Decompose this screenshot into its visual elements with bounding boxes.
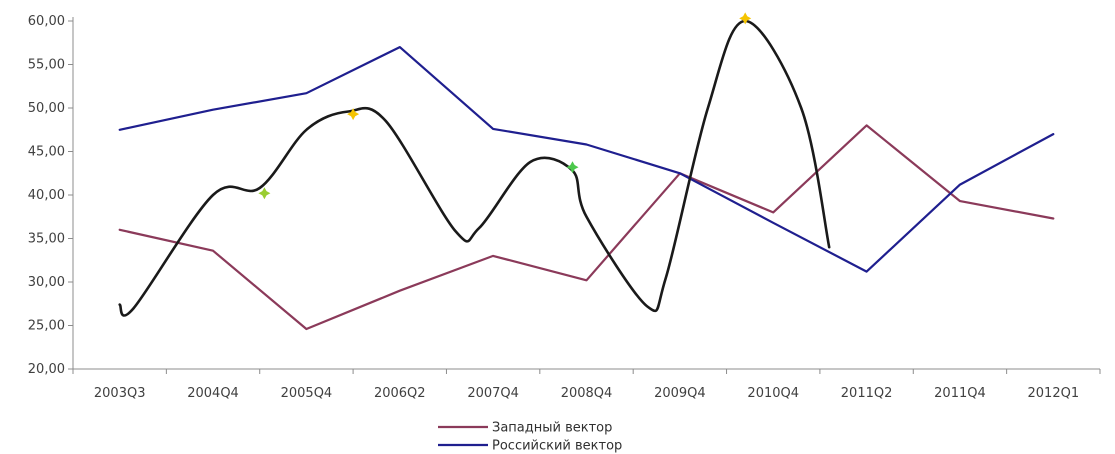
- series-line-western: [118, 124, 1055, 331]
- y-tick-label: 35,00: [28, 232, 65, 247]
- x-tick-label: 2009Q4: [654, 386, 706, 401]
- y-tick-label: 30,00: [28, 275, 65, 290]
- series-line-smoothed: [118, 19, 831, 317]
- x-tick-label: 2012Q1: [1028, 386, 1080, 401]
- x-tick-label: 2008Q4: [561, 386, 613, 401]
- x-tick-label: 2004Q4: [187, 386, 239, 401]
- legend: Западный вектор Российский вектор: [438, 421, 622, 454]
- y-tick-label: 55,00: [28, 58, 65, 73]
- y-axis: 20,00 25,00 30,00 35,00 40,00 45,00 50,00 55,00…: [28, 14, 74, 377]
- x-tick-label: 2003Q3: [94, 386, 146, 401]
- highlight-marker-point: [258, 187, 271, 200]
- series-line-russian: [118, 46, 1055, 273]
- y-tick-label: 40,00: [28, 188, 65, 203]
- x-tick-label: 2006Q2: [374, 386, 426, 401]
- legend-label: Западный вектор: [492, 421, 612, 436]
- series-lines: [118, 19, 1055, 331]
- y-tick-label: 50,00: [28, 101, 65, 116]
- y-tick-label: 20,00: [28, 362, 65, 377]
- x-tick-label: 2010Q4: [747, 386, 799, 401]
- highlight-marker-point: [347, 108, 360, 121]
- x-tick-label: 2005Q4: [281, 386, 333, 401]
- x-tick-label: 2011Q4: [934, 386, 986, 401]
- highlight-marker-point: [566, 161, 579, 174]
- y-tick-label: 45,00: [28, 145, 65, 160]
- highlight-marker-point: [739, 12, 752, 25]
- y-tick-label: 25,00: [28, 319, 65, 334]
- highlight-markers: [258, 12, 752, 200]
- x-axis: 2003Q3 2004Q4 2005Q4 2006Q2 2007Q4 2008Q4 2009…: [72, 368, 1101, 401]
- legend-label: Российский вектор: [492, 439, 622, 454]
- y-tick-label: 60,00: [28, 14, 65, 29]
- x-tick-label: 2007Q4: [467, 386, 519, 401]
- x-tick-label: 2011Q2: [841, 386, 893, 401]
